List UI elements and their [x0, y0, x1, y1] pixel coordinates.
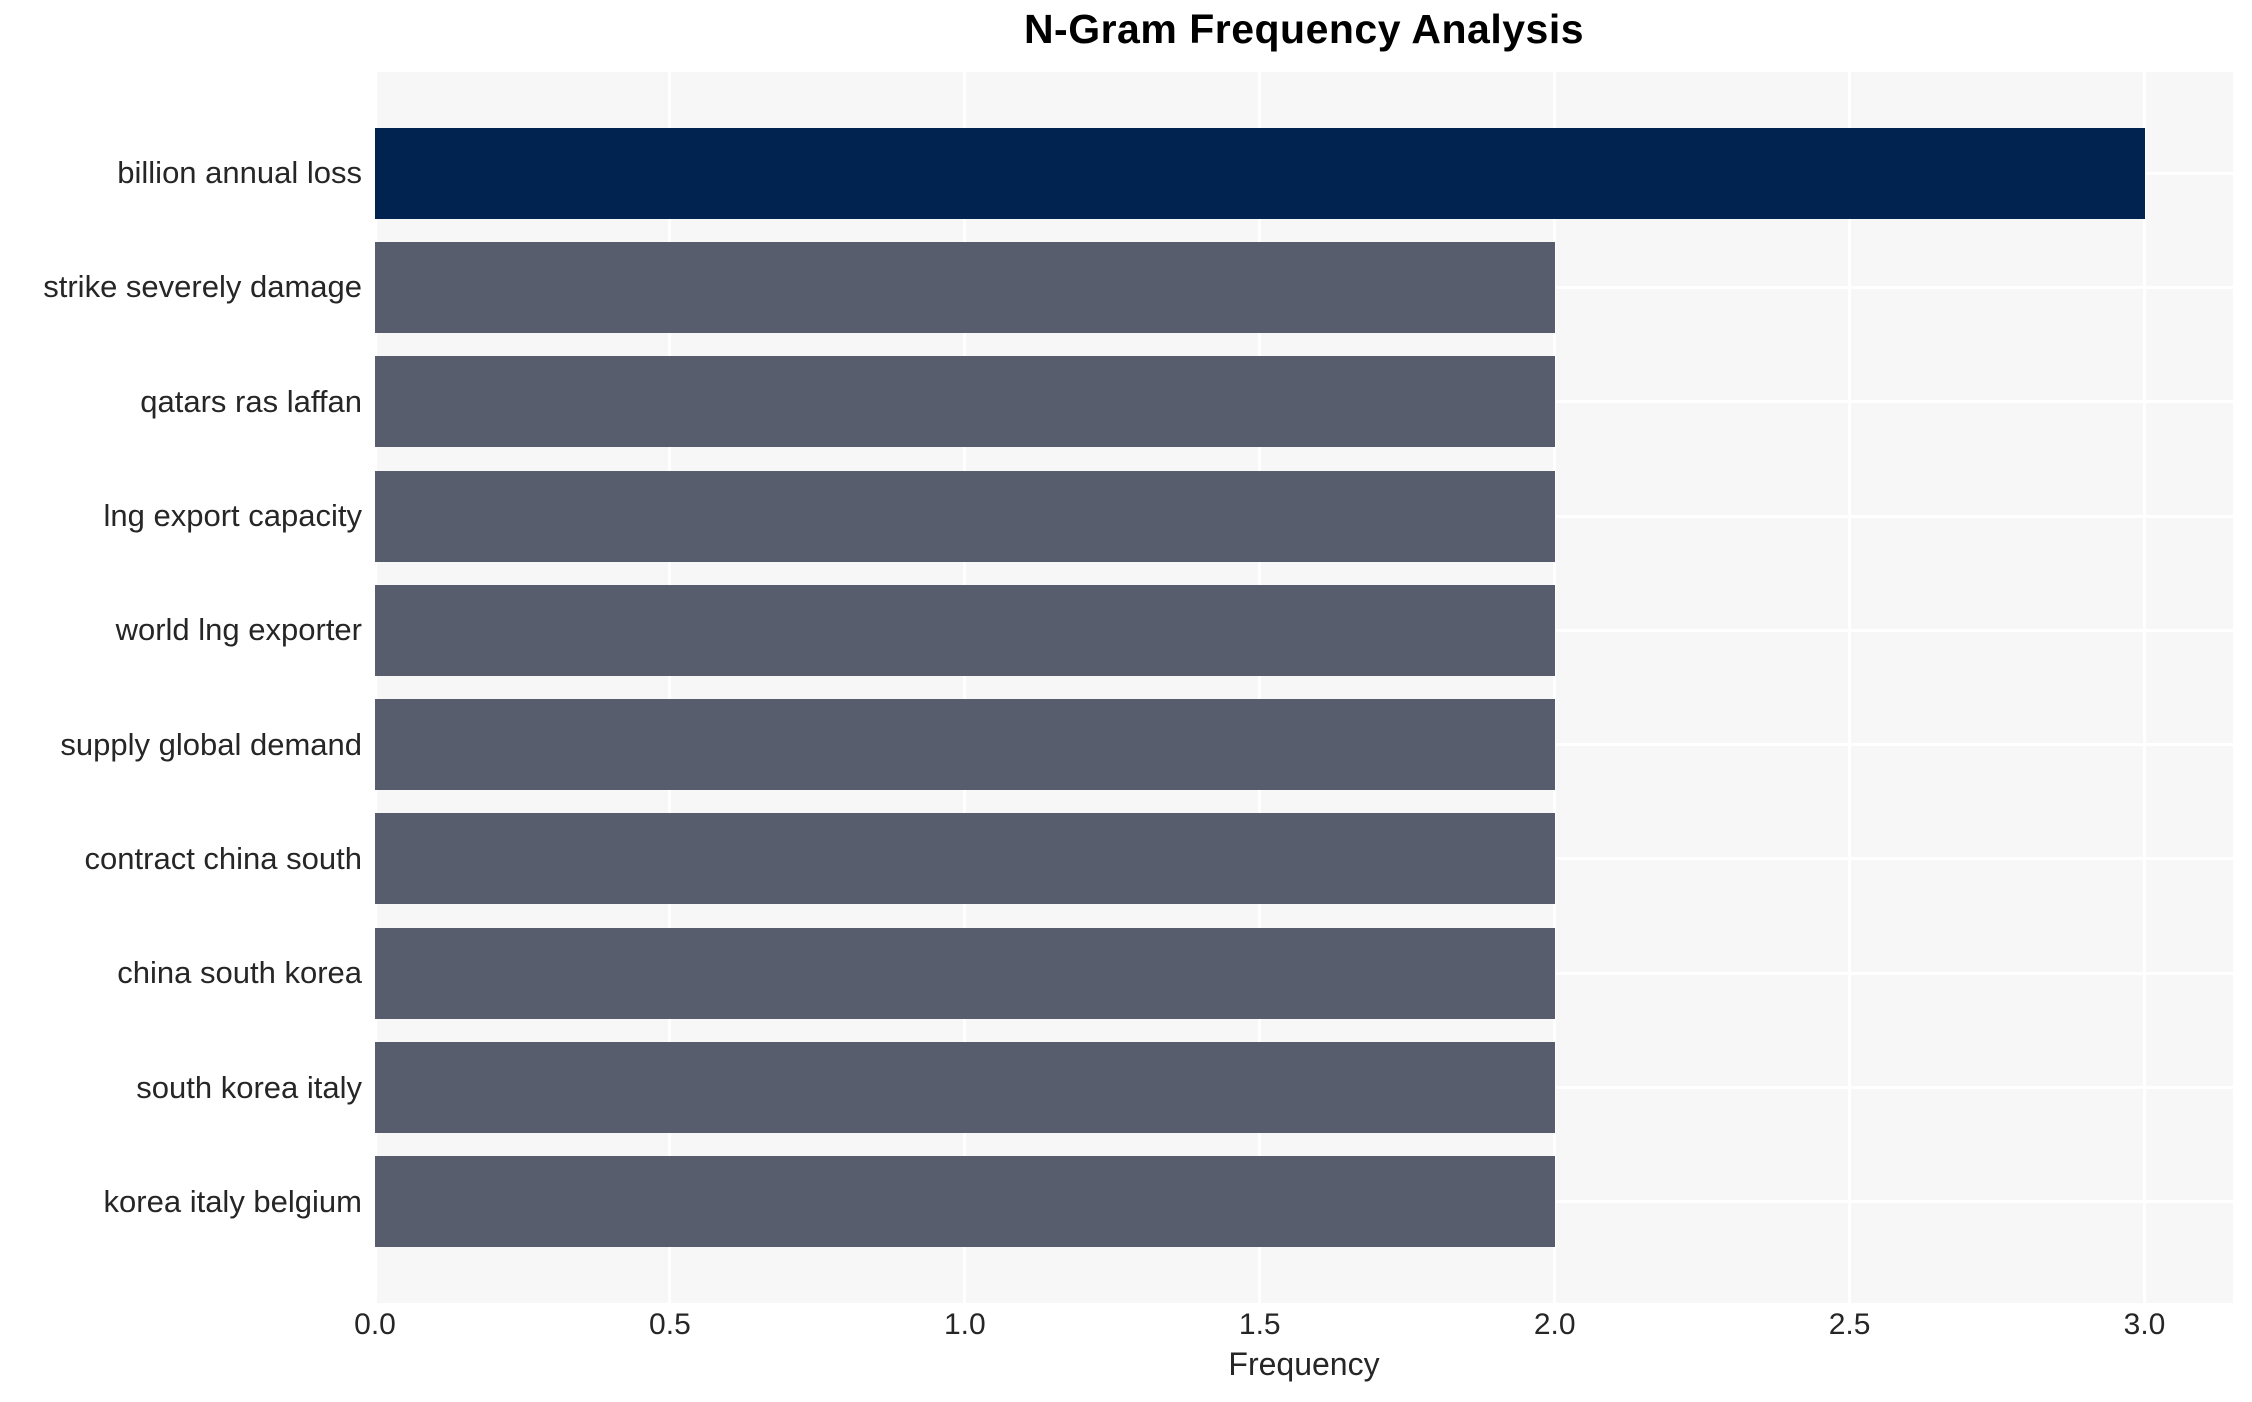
- y-tick-label: supply global demand: [60, 726, 362, 762]
- x-gridline-2.5: [1848, 72, 1852, 1303]
- x-gridline-3.0: [2143, 72, 2147, 1303]
- bar-supply-global-demand: [375, 699, 1555, 791]
- x-gridline-2.0: [1553, 72, 1557, 1303]
- bar-billion-annual-loss: [375, 127, 2145, 219]
- y-tick-label: world lng exporter: [115, 612, 362, 648]
- x-gridline-1.5: [1258, 72, 1262, 1303]
- bar-strike-severely-damage: [375, 241, 1555, 333]
- bar-lng-export-capacity: [375, 470, 1555, 562]
- chart-title: N-Gram Frequency Analysis: [1023, 6, 1585, 52]
- bar-korea-italy-belgium: [375, 1156, 1555, 1248]
- x-tick-label: 2.5: [1828, 1308, 1871, 1341]
- x-tick-label: 0.5: [649, 1308, 691, 1341]
- y-tick-label: korea italy belgium: [103, 1183, 362, 1219]
- y-tick-label: contract china south: [84, 840, 362, 876]
- x-tick-label: 3.0: [2123, 1308, 2166, 1341]
- x-tick-label: 1.5: [1238, 1308, 1281, 1341]
- bar-contract-china-south: [375, 813, 1555, 905]
- y-tick-label: strike severely damage: [43, 269, 362, 305]
- y-tick-label: lng export capacity: [103, 498, 362, 534]
- bar-qatars-ras-laffan: [375, 356, 1555, 448]
- x-tick-label: 2.0: [1533, 1308, 1576, 1341]
- x-tick-label: 1.0: [943, 1308, 986, 1341]
- bar-south-korea-italy: [375, 1042, 1555, 1134]
- x-axis-title: Frequency: [1228, 1346, 1380, 1382]
- y-tick-label: qatars ras laffan: [140, 383, 362, 419]
- bar-china-south-korea: [375, 927, 1555, 1019]
- x-gridline-0.5: [668, 72, 672, 1303]
- plot-area: [373, 72, 2233, 1303]
- x-gridline-1.0: [963, 72, 967, 1303]
- bar-world-lng-exporter: [375, 584, 1555, 676]
- y-tick-label: china south korea: [117, 955, 362, 991]
- y-tick-label: south korea italy: [136, 1069, 362, 1105]
- x-gridline-0.0: [373, 72, 377, 1303]
- y-tick-label: billion annual loss: [117, 155, 362, 191]
- x-tick-label: 0.0: [354, 1308, 396, 1341]
